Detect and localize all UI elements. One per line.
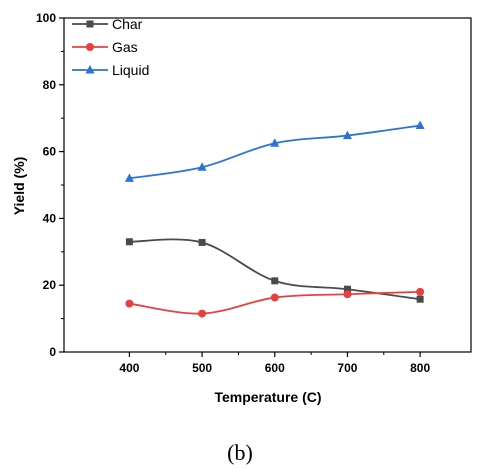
data-point-gas <box>125 299 134 308</box>
data-point-liquid <box>124 173 134 182</box>
series-line-char <box>129 238 421 301</box>
y-tick-label: 20 <box>43 278 57 292</box>
x-tick-label: 700 <box>337 361 357 375</box>
data-point-gas <box>270 293 279 302</box>
data-point-char <box>198 238 206 246</box>
series-markers <box>124 120 425 318</box>
series-lines <box>129 124 421 315</box>
y-tick-label: 40 <box>43 211 57 225</box>
legend-marker-liquid <box>85 65 95 74</box>
y-tick-label: 100 <box>36 11 56 25</box>
x-axis-title: Temperature (C) <box>214 389 321 405</box>
y-axis-title: Yield (%) <box>11 157 27 216</box>
legend: Char Gas Liquid <box>72 16 149 78</box>
data-point-liquid <box>270 138 280 147</box>
legend-marker-char <box>86 20 94 28</box>
y-tick-label: 0 <box>49 345 56 359</box>
x-tick-label: 800 <box>410 361 430 375</box>
data-point-liquid <box>342 130 352 140</box>
data-point-char <box>271 277 279 285</box>
legend-label-gas: Gas <box>112 39 138 55</box>
legend-label-char: Char <box>112 16 143 32</box>
data-point-liquid <box>415 120 425 130</box>
x-tick-label: 500 <box>192 361 212 375</box>
figure-caption: (b) <box>227 440 253 465</box>
data-point-gas <box>416 287 425 296</box>
data-point-gas <box>343 290 352 299</box>
x-tick-label: 400 <box>119 361 139 375</box>
y-tick-label: 60 <box>43 145 57 159</box>
data-point-char <box>343 285 351 293</box>
series-line-liquid <box>129 124 421 180</box>
y-tick-label: 80 <box>43 78 57 92</box>
x-tick-label: 600 <box>265 361 285 375</box>
data-point-char <box>416 295 424 303</box>
axes: 0 20 40 60 80 100 400 500 600 700 800 <box>36 11 472 375</box>
legend-marker-gas <box>86 43 94 51</box>
data-point-gas <box>198 309 207 318</box>
legend-label-liquid: Liquid <box>112 62 149 78</box>
data-point-char <box>125 238 133 246</box>
data-point-liquid <box>197 162 207 171</box>
